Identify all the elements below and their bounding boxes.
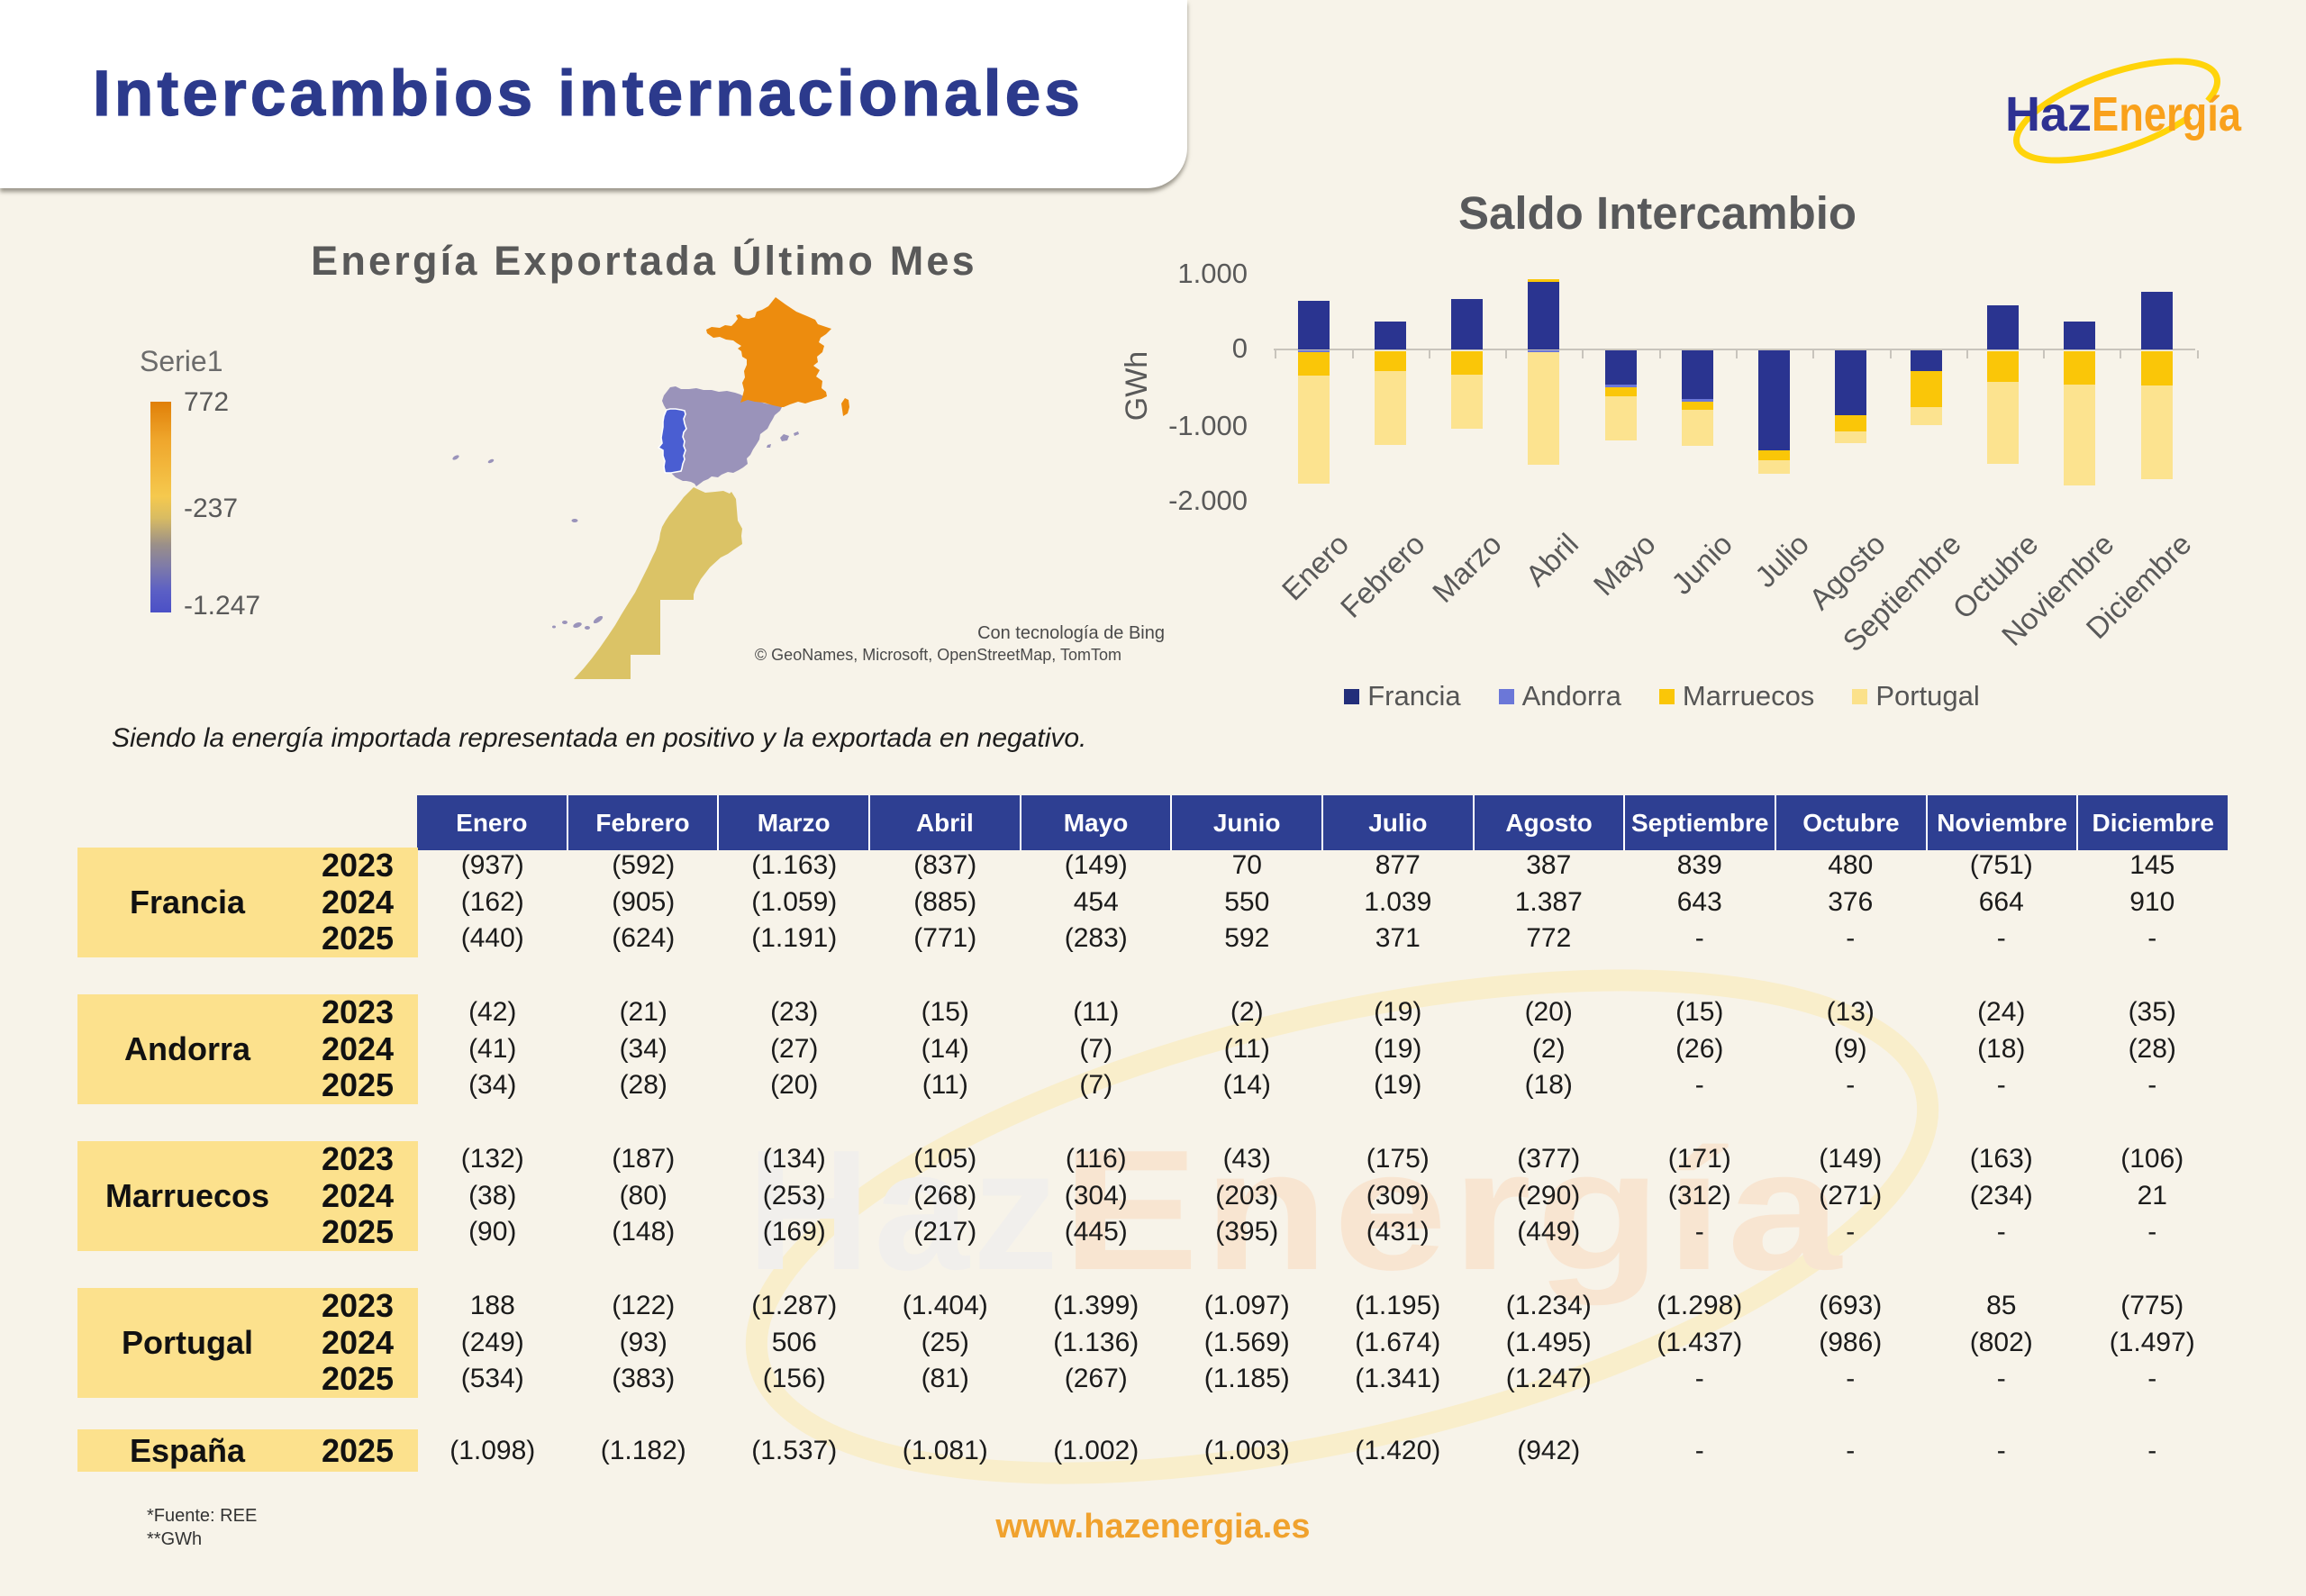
svg-text:HazEnergía: HazEnergía [2005,87,2242,141]
svg-text:HazEnergía: HazEnergía [747,1115,1846,1306]
